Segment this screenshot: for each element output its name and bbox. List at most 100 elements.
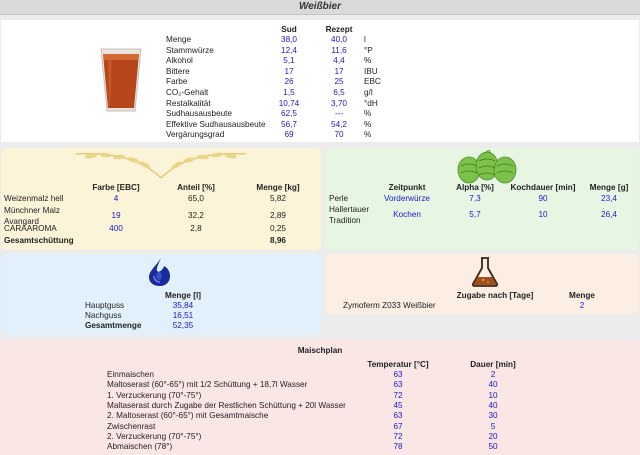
hop-amount: 23,4 (601, 194, 617, 203)
mash-step-name: 2. Verzuckerung (70°-75°) (107, 431, 202, 441)
mash-step-name: Zwischenrast (107, 421, 156, 431)
summary-sud-value: 10,74 (278, 98, 300, 108)
summary-label: Farbe (166, 77, 188, 87)
mash-step-duration: 40 (488, 380, 498, 390)
malt-total-amount: 8,96 (270, 236, 286, 245)
summary-rezept-value: 70 (334, 130, 344, 140)
summary-sud-value: 26 (284, 77, 294, 87)
summary-rezept-value: --- (334, 109, 344, 119)
hops-col-time: Zeitpunkt (388, 183, 426, 192)
hops-col-boil: Kochdauer [min] (510, 183, 576, 192)
page-title: Weißbier (0, 0, 640, 15)
col-header-sud: Sud (281, 25, 297, 34)
mash-step-duration: 10 (488, 390, 498, 400)
col-header-rezept: Rezept (325, 25, 353, 34)
malt-amount: 2,89 (270, 211, 286, 220)
mash-step-name: 2. Maltoserast (60°-65°) mit Gesamtmaisc… (107, 411, 269, 421)
summary-panel: Sud Rezept Menge 38,0 40,0 l Stammwürze 12,4 1… (1, 20, 639, 142)
summary-rezept-value: 17 (334, 66, 344, 76)
mash-step-duration: 20 (488, 431, 498, 441)
hop-boil: 90 (538, 194, 548, 203)
yeast-amount: 2 (579, 301, 585, 310)
water-amount: 16,51 (172, 311, 194, 321)
water-drop-icon (149, 258, 170, 286)
summary-label: Alkohol (166, 56, 193, 66)
malt-col-amount: Menge [kg] (256, 183, 300, 192)
malt-share: 32,2 (188, 211, 204, 220)
summary-label: CO₂-Gehalt (166, 88, 209, 97)
mash-step-name: 1. Verzuckerung (70°-75°) (107, 390, 202, 400)
malt-total-label: Gesamtschüttung (4, 236, 74, 245)
summary-label: Vergärungsgrad (166, 130, 225, 140)
summary-unit: % (364, 109, 372, 119)
summary-sud-value: 1,5 (283, 88, 295, 97)
malt-col-share: Anteil [%] (177, 183, 215, 192)
summary-unit: % (364, 130, 372, 140)
malt-color: 4 (113, 194, 119, 203)
yeast-col-add: Zugabe nach [Tage] (456, 291, 534, 300)
summary-sud-value: 12,4 (281, 45, 297, 55)
summary-sud-value: 38,0 (281, 35, 297, 44)
hop-time: Kochen (393, 210, 421, 219)
mash-col-temp: Temperatur [°C] (367, 360, 429, 369)
malt-share: 2,8 (190, 224, 202, 233)
yeast-col-amount: Menge (569, 291, 595, 300)
summary-unit: °P (364, 45, 373, 55)
flask-icon (471, 257, 499, 287)
summary-unit: % (364, 56, 372, 66)
mash-step-duration: 40 (488, 400, 498, 410)
summary-rezept-value: 4,4 (333, 56, 345, 66)
malt-name: Weizenmalz hell (4, 194, 64, 203)
mash-step-temp: 78 (393, 442, 403, 452)
summary-sud-value: 56,7 (281, 119, 297, 129)
summary-unit: % (364, 119, 372, 129)
hops-panel: Zeitpunkt Alpha [%] Kochdauer [min] Meng… (325, 148, 639, 250)
malt-amount: 0,25 (270, 224, 286, 233)
summary-rezept-value: 11,6 (331, 45, 347, 55)
mash-col-dur: Dauer [min] (470, 360, 516, 369)
water-amount: 35,84 (172, 301, 194, 310)
mash-title: Maischplan (297, 346, 343, 355)
water-name: Hauptguss (85, 301, 125, 310)
malt-name: Münchner Malz Avangard (4, 206, 60, 226)
malt-color: 19 (111, 211, 121, 220)
mash-step-duration: 50 (488, 442, 498, 452)
summary-label: Sudhausausbeute (166, 109, 233, 119)
summary-sud-value: 69 (284, 130, 294, 140)
summary-rezept-value: 25 (334, 77, 344, 87)
mash-step-temp: 72 (393, 390, 403, 400)
hop-name: Perle (329, 194, 349, 203)
summary-label: Effektive Sudhausausbeute (166, 119, 266, 129)
summary-sud-value: 62,5 (281, 109, 297, 119)
hops-col-alpha: Alpha [%] (456, 183, 494, 192)
mash-step-temp: 67 (393, 421, 403, 431)
summary-unit: IBU (364, 66, 378, 76)
malt-amount: 5,82 (270, 194, 286, 203)
summary-sud-value: 5,1 (283, 56, 295, 66)
mash-step-name: Einmaischen (107, 370, 154, 379)
wheat-icon (75, 152, 247, 179)
hop-time: Vorderwürze (384, 194, 430, 203)
summary-label: Stammwürze (166, 45, 214, 55)
mash-step-name: Maltaserast durch Zugabe der Restlichen … (107, 400, 346, 410)
hop-alpha: 5,7 (469, 210, 481, 219)
mash-panel: Maischplan Temperatur [°C] Dauer [min] E… (1, 340, 639, 455)
hop-boil: 10 (538, 210, 548, 219)
summary-label: Bittere (166, 66, 190, 76)
mash-step-name: Abmaischen (78°) (107, 442, 173, 452)
hops-col-amount: Menge [g] (589, 183, 629, 192)
summary-label: Menge (166, 35, 192, 44)
summary-unit: °dH (364, 98, 378, 108)
mash-step-temp: 63 (393, 370, 403, 379)
hop-name: Hallertauer Tradition (329, 205, 370, 225)
hop-alpha: 7,3 (469, 194, 481, 203)
malt-name: CARAAROMA (4, 224, 57, 233)
hops-icon (457, 150, 517, 184)
mash-step-duration: 5 (490, 421, 496, 431)
summary-sud-value: 17 (284, 66, 294, 76)
summary-rezept-value: 3,70 (331, 98, 347, 108)
summary-rezept-value: 40,0 (331, 35, 347, 44)
summary-label: Restalkalität (166, 98, 211, 108)
summary-unit: EBC (364, 77, 381, 87)
summary-rezept-value: 6,5 (333, 88, 345, 97)
